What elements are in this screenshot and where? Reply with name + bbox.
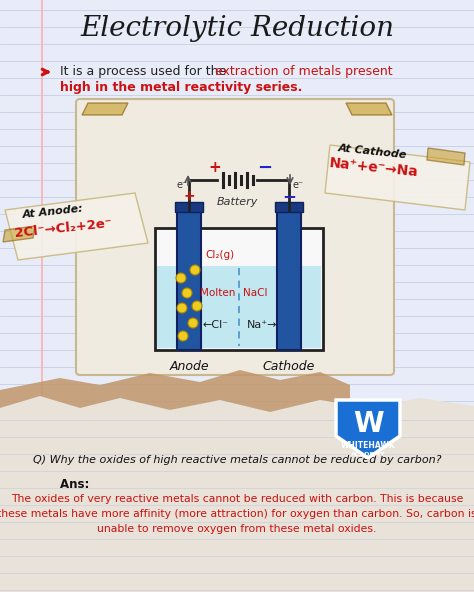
Bar	[177, 210, 201, 350]
Polygon shape	[0, 370, 350, 420]
Bar	[155, 228, 323, 350]
Text: Na⁺+e⁻→Na: Na⁺+e⁻→Na	[328, 156, 419, 179]
Text: At Anode:: At Anode:	[22, 204, 84, 220]
Text: unable to remove oxygen from these metal oxides.: unable to remove oxygen from these metal…	[97, 524, 377, 534]
Polygon shape	[336, 400, 400, 458]
Polygon shape	[0, 396, 474, 592]
Text: W: W	[353, 410, 383, 438]
Text: Molten: Molten	[200, 288, 235, 298]
Polygon shape	[325, 145, 470, 210]
Circle shape	[177, 303, 187, 313]
Text: NaCl: NaCl	[243, 288, 267, 298]
Text: Na⁺→: Na⁺→	[247, 320, 277, 330]
Text: It is a process used for the: It is a process used for the	[60, 65, 230, 78]
Polygon shape	[3, 226, 35, 242]
Text: Ans:: Ans:	[60, 478, 93, 491]
Text: Electrolytic Reduction: Electrolytic Reduction	[80, 14, 394, 41]
Text: Battery: Battery	[216, 197, 258, 207]
Polygon shape	[5, 193, 148, 260]
Text: Q) Why the oxides of high reactive metals cannot be reduced by carbon?: Q) Why the oxides of high reactive metal…	[33, 455, 441, 465]
Text: The oxides of very reactive metals cannot be reduced with carbon. This is becaus: The oxides of very reactive metals canno…	[11, 494, 463, 504]
Text: WHITEHAWK: WHITEHAWK	[341, 442, 395, 451]
Text: Cl₂(g): Cl₂(g)	[205, 250, 234, 260]
Text: 2Cl⁻→Cl₂+2e⁻: 2Cl⁻→Cl₂+2e⁻	[14, 217, 112, 240]
Circle shape	[176, 273, 186, 283]
Circle shape	[192, 301, 202, 311]
Circle shape	[182, 288, 192, 298]
Polygon shape	[346, 103, 392, 115]
Polygon shape	[82, 103, 128, 115]
Text: −: −	[257, 159, 273, 177]
Text: +: +	[209, 160, 221, 175]
Text: At Cathode: At Cathode	[338, 143, 408, 160]
FancyBboxPatch shape	[76, 99, 394, 375]
Circle shape	[188, 318, 198, 328]
Bar	[275, 202, 303, 212]
Text: e⁻: e⁻	[177, 180, 188, 190]
Circle shape	[190, 265, 200, 275]
Text: extraction of metals present: extraction of metals present	[215, 65, 392, 78]
Bar	[157, 266, 321, 348]
Text: Cathode: Cathode	[263, 359, 315, 372]
Text: +: +	[183, 189, 195, 203]
Bar	[277, 210, 301, 350]
Bar	[175, 202, 203, 212]
Text: e⁻: e⁻	[293, 180, 304, 190]
Text: ACADEMY: ACADEMY	[351, 452, 385, 456]
Circle shape	[178, 331, 188, 341]
Text: these metals have more affinity (more attraction) for oxygen than carbon. So, ca: these metals have more affinity (more at…	[0, 509, 474, 519]
Text: ←Cl⁻: ←Cl⁻	[203, 320, 229, 330]
Polygon shape	[427, 148, 465, 165]
Text: high in the metal reactivity series.: high in the metal reactivity series.	[60, 81, 302, 94]
Text: −: −	[282, 187, 296, 205]
Text: Anode: Anode	[169, 359, 209, 372]
